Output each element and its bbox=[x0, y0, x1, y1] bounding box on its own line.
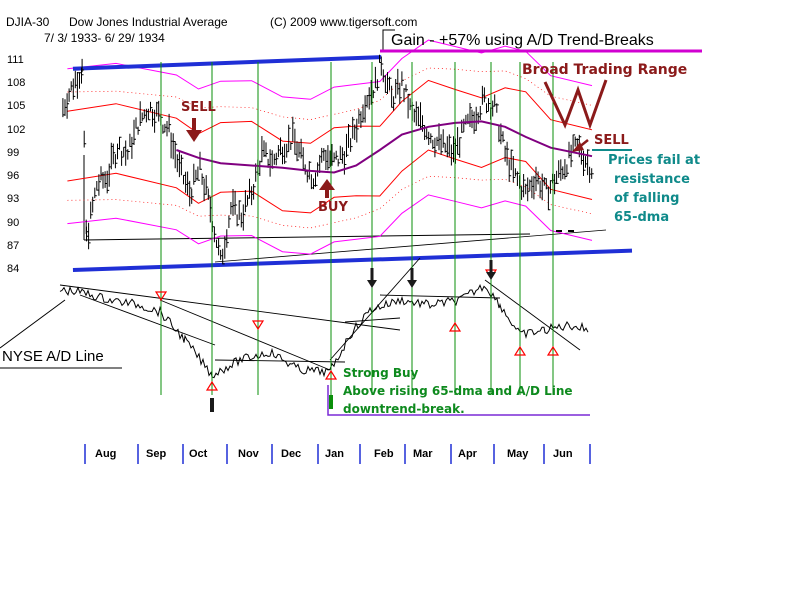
nyse-ad-line-label: NYSE A/D Line bbox=[2, 348, 104, 365]
x-tick-dec: Dec bbox=[281, 448, 302, 460]
up-triangle-marker bbox=[513, 345, 527, 356]
date-range: 7/ 3/ 1933- 6/ 29/ 1934 bbox=[44, 31, 165, 45]
zigzag-range-marker bbox=[543, 79, 608, 130]
y-tick-84: 84 bbox=[7, 263, 20, 275]
y-tick-87: 87 bbox=[7, 239, 20, 252]
arrow-head bbox=[407, 280, 417, 288]
x-tick-feb: Feb bbox=[374, 448, 394, 460]
ad-trendline bbox=[159, 299, 331, 371]
arrow-head bbox=[367, 280, 377, 288]
copyright: (C) 2009 www.tigersoft.com bbox=[270, 15, 418, 29]
x-tick-aug: Aug bbox=[95, 448, 117, 460]
ad-trendline bbox=[59, 284, 401, 331]
x-tick-sep: Sep bbox=[146, 448, 167, 460]
x-tick-oct: Oct bbox=[189, 448, 208, 460]
sell-arrow-head bbox=[186, 130, 202, 142]
y-tick-108: 108 bbox=[7, 77, 26, 90]
trend-channel bbox=[72, 55, 633, 272]
upper-channel-line bbox=[72, 55, 382, 71]
strong-buy-note: Strong Buy Above rising 65-dma and A/D L… bbox=[343, 366, 573, 416]
support-line bbox=[83, 233, 531, 241]
buy-label-jan: BUY bbox=[318, 200, 348, 215]
ad-trendline bbox=[329, 257, 421, 361]
ad-trendline bbox=[214, 359, 346, 363]
arrow-head bbox=[486, 272, 496, 280]
y-tick-111: 111 bbox=[7, 54, 24, 66]
ma65-path bbox=[176, 120, 593, 174]
index-symbol: DJIA-30 bbox=[6, 15, 50, 29]
sell-label-jun: SELL bbox=[594, 133, 629, 148]
ad-line-panel bbox=[0, 257, 589, 379]
broad-trading-range-label: Broad Trading Range bbox=[522, 62, 688, 78]
ad-label-pointer bbox=[0, 299, 66, 349]
y-tick-99: 99 bbox=[7, 146, 20, 159]
ad-trendline bbox=[379, 294, 501, 299]
secondary-trendline bbox=[214, 229, 607, 263]
buy-arrow-head bbox=[319, 179, 335, 190]
up-triangle-marker bbox=[324, 369, 338, 380]
y-tick-90: 90 bbox=[7, 216, 20, 229]
ad-trendline bbox=[484, 279, 581, 351]
x-tick-jun: Jun bbox=[553, 448, 573, 460]
y-tick-96: 96 bbox=[7, 170, 20, 183]
ad-line-path bbox=[59, 284, 589, 379]
annotation-graphics bbox=[154, 29, 702, 416]
x-tick-may: May bbox=[507, 448, 529, 460]
y-tick-105: 105 bbox=[7, 100, 26, 113]
x-tick-mar: Mar bbox=[413, 448, 433, 460]
y-tick-102: 102 bbox=[7, 123, 26, 136]
lower-channel-line bbox=[72, 248, 633, 272]
gain-box-bracket bbox=[382, 29, 395, 52]
lower-outer-band bbox=[67, 194, 593, 255]
strong-buy-bracket bbox=[327, 385, 590, 416]
up-triangle-marker bbox=[205, 380, 219, 391]
upper-outer-band bbox=[67, 39, 593, 100]
sell-label-sep: SELL bbox=[181, 100, 216, 115]
plot-frame bbox=[83, 155, 607, 464]
y-tick-93: 93 bbox=[7, 193, 20, 206]
x-tick-apr: Apr bbox=[458, 448, 477, 460]
index-name: Dow Jones Industrial Average bbox=[69, 15, 228, 29]
envelope-bands bbox=[67, 39, 593, 255]
x-tick-jan: Jan bbox=[325, 448, 344, 460]
down-triangle-marker bbox=[251, 320, 265, 331]
up-triangle-marker bbox=[546, 345, 560, 356]
sell2-arrow-head bbox=[572, 142, 584, 152]
x-tick-nov: Nov bbox=[238, 448, 259, 460]
signal-lines bbox=[160, 62, 554, 395]
ma65-line bbox=[176, 120, 593, 174]
ad-trendline bbox=[79, 294, 216, 346]
down-triangle-marker bbox=[154, 291, 168, 302]
gain-label: Gain - +57% using A/D Trend-Breaks bbox=[391, 32, 654, 49]
up-triangle-marker bbox=[448, 321, 462, 332]
prices-fail-note: Prices fail at resistance of falling 65-… bbox=[608, 153, 701, 225]
